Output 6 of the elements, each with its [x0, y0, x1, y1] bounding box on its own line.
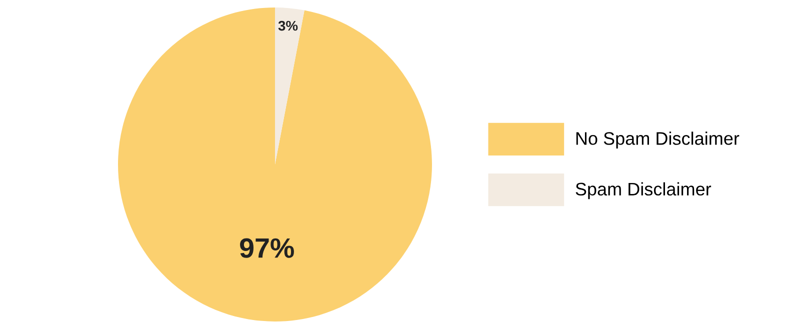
- legend-label: No Spam Disclaimer: [576, 132, 740, 148]
- legend-label: Spam Disclaimer: [576, 182, 712, 200]
- pie-slice: [275, 8, 304, 164]
- data-label: 97%: [240, 238, 294, 258]
- pie-slice: [118, 8, 432, 322]
- data-label: 3%: [278, 20, 298, 31]
